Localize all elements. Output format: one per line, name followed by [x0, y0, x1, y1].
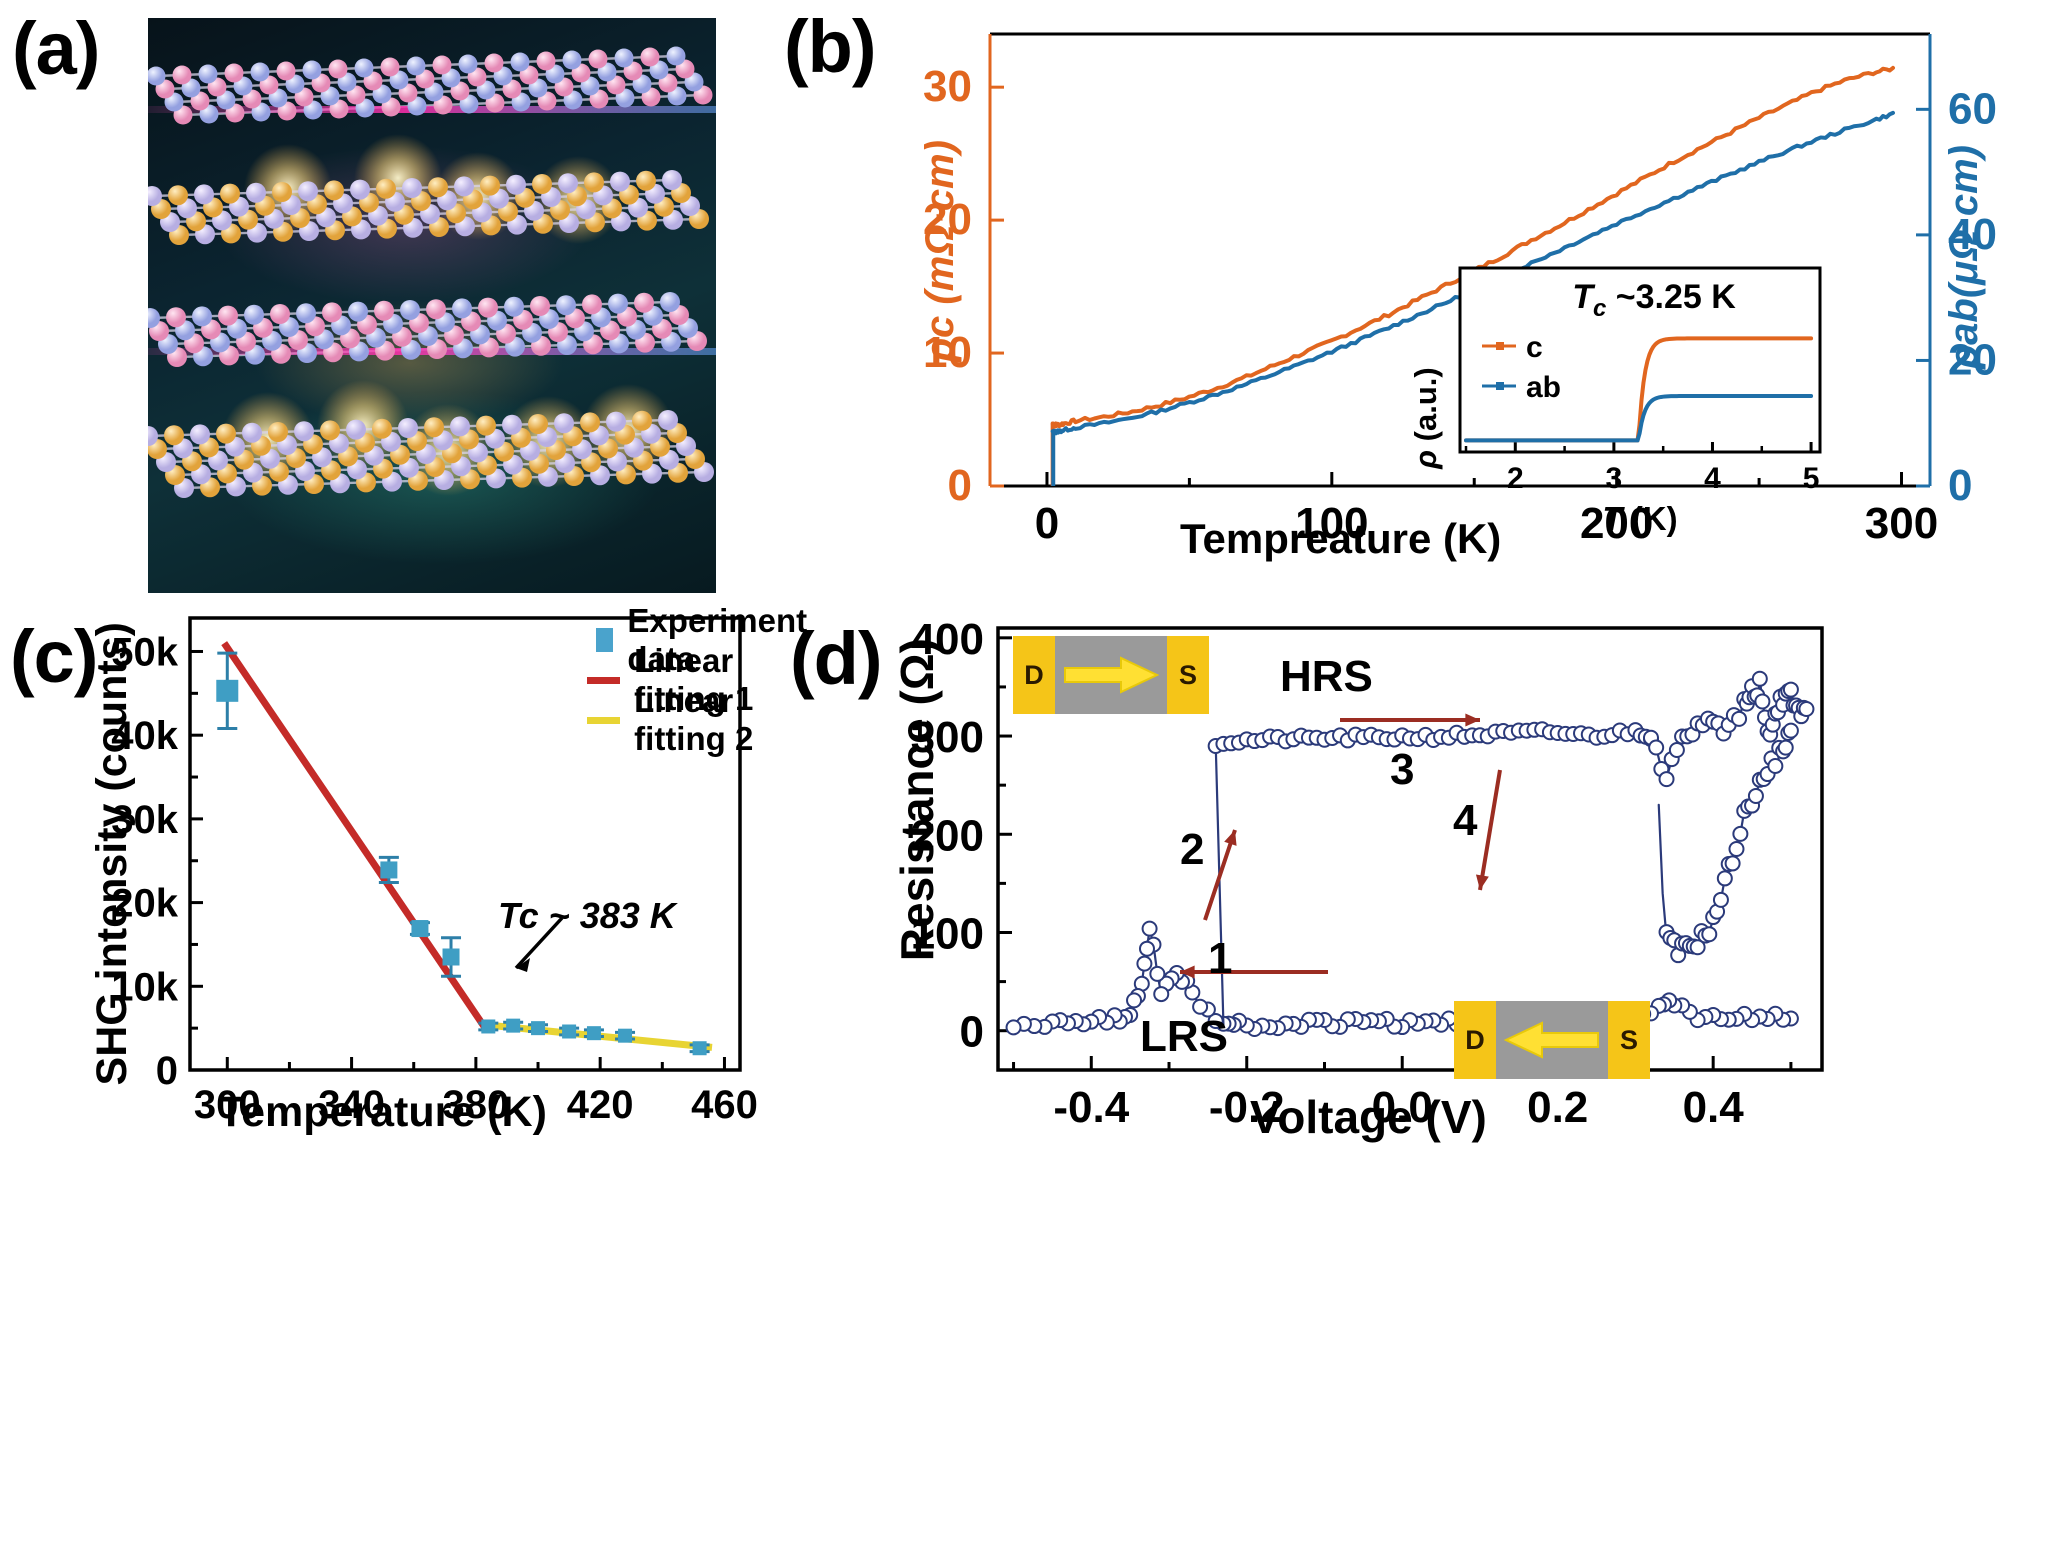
lattice-svg: [148, 46, 716, 498]
hrs-label: HRS: [1280, 652, 1373, 701]
svg-text:380: 380: [443, 1083, 510, 1127]
device-top-drain-label: D: [1024, 659, 1044, 690]
svg-text:0.4: 0.4: [1683, 1083, 1745, 1132]
panel-b-ylabel-right: ρab(μΩ·cm): [1942, 145, 1986, 370]
svg-text:c: c: [1526, 331, 1543, 364]
legend-item-fit1: Linear fitting 1: [587, 642, 814, 717]
svg-text:0: 0: [1035, 499, 1059, 548]
crystal-lattice-illustration: [148, 18, 716, 593]
svg-text:400: 400: [911, 615, 984, 664]
panel-c-xlabel: Temperature (K): [218, 1088, 547, 1136]
current-arrow-right-icon: [1064, 656, 1160, 694]
svg-text:30k: 30k: [111, 798, 178, 842]
svg-text:-0.4: -0.4: [1053, 1083, 1129, 1132]
svg-text:300: 300: [1865, 499, 1938, 548]
device-bottom-source-pad: S: [1608, 1001, 1650, 1079]
panel-d-plot: 0 100 200 300 400 -0.4 -0.2 0.0 0.2 0.4: [911, 615, 1824, 1132]
svg-text:0: 0: [948, 461, 972, 510]
panel-a-label: (a): [12, 7, 100, 90]
svg-text:300: 300: [911, 713, 984, 762]
svg-text:40k: 40k: [111, 714, 178, 758]
device-schematic-bottom: D S: [1454, 1001, 1650, 1079]
svg-text:100: 100: [911, 909, 984, 958]
svg-text:4: 4: [1704, 462, 1721, 495]
panel-c: (c) SHG intensity (counts) Temperature (…: [0, 600, 807, 1552]
lrs-label: LRS: [1140, 1012, 1228, 1061]
step-4-label: 4: [1453, 796, 1478, 845]
panel-c-legend: Experiment data Linear fitting 1 Linear …: [587, 602, 814, 757]
svg-text:3: 3: [1606, 462, 1623, 495]
svg-text:300: 300: [194, 1083, 261, 1127]
panel-b-xlabel: Tempreature (K): [1180, 515, 1502, 562]
svg-text:460: 460: [691, 1083, 758, 1127]
legend-label-fit1: Linear fitting 1: [634, 642, 754, 717]
svg-text:-0.2: -0.2: [1209, 1083, 1285, 1132]
current-arrow-left-icon: [1503, 1021, 1599, 1059]
svg-text:ρ (a.u.): ρ (a.u.): [1408, 367, 1443, 469]
svg-text:0.2: 0.2: [1527, 1083, 1588, 1132]
svg-text:0: 0: [960, 1008, 984, 1057]
device-bottom-source-label: S: [1619, 1024, 1638, 1055]
legend-item-fit2: Linear fitting 2: [587, 682, 814, 757]
svg-text:200: 200: [911, 811, 984, 860]
panel-c-label: (c): [10, 615, 98, 698]
svg-text:200: 200: [1580, 499, 1653, 548]
panel-b: (b) ρc (mΩ·cm) ρab(μΩ·cm) Tempreature (K…: [760, 0, 2048, 600]
svg-text:Tc ~3.25 K: Tc ~3.25 K: [1572, 278, 1736, 322]
svg-text:2: 2: [1507, 462, 1524, 495]
svg-text:0: 0: [156, 1049, 178, 1093]
legend-item-experiment: Experiment data: [596, 602, 814, 677]
svg-text:20: 20: [923, 195, 972, 244]
svg-text:10: 10: [923, 328, 972, 377]
panel-d-xlabel: Voltage (V): [1250, 1091, 1487, 1143]
device-bottom-drain-label: D: [1465, 1024, 1485, 1055]
panel-d-label: (d): [790, 617, 882, 700]
panel-c-tc-annotation: Tc ~ 383 K: [498, 895, 676, 936]
panel-b-ylabel-left: ρc (mΩ·cm): [918, 140, 962, 363]
device-top-drain-pad: D: [1013, 636, 1055, 714]
step-3-label: 3: [1390, 745, 1415, 794]
panel-d-ylabel: Resistance (Ω): [891, 638, 943, 962]
svg-text:60: 60: [1948, 84, 1997, 133]
panel-c-plot: 0 10k 20k 30k 40k 50k 300 340 380 420 460: [111, 616, 758, 1127]
legend-swatch-line-yellow: [587, 716, 621, 724]
svg-text:40: 40: [1948, 210, 1997, 259]
legend-swatch-line-red: [587, 676, 621, 684]
device-top-source-label: S: [1178, 659, 1197, 690]
svg-text:20: 20: [1948, 335, 1997, 384]
svg-text:340: 340: [318, 1083, 385, 1127]
svg-text:420: 420: [567, 1083, 634, 1127]
svg-text:10k: 10k: [111, 965, 178, 1009]
step-1-label: 1: [1208, 934, 1233, 983]
svg-text:T (K): T (K): [1602, 500, 1677, 537]
panel-a: (a): [0, 0, 760, 600]
svg-text:0: 0: [1948, 461, 1972, 510]
panel-c-ylabel: SHG intensity (counts): [88, 622, 136, 1086]
device-top-source-pad: S: [1167, 636, 1209, 714]
device-bottom-drain-pad: D: [1454, 1001, 1496, 1079]
svg-text:5: 5: [1803, 462, 1820, 495]
svg-text:50k: 50k: [111, 630, 178, 674]
svg-text:20k: 20k: [111, 882, 178, 926]
panel-d: (d) Resistance (Ω) Voltage (V) 0 100 200 30…: [780, 600, 2048, 1552]
legend-label-experiment: Experiment data: [627, 602, 808, 677]
svg-text:30: 30: [923, 62, 972, 111]
legend-label-fit2: Linear fitting 2: [634, 682, 754, 757]
step-2-label: 2: [1180, 825, 1205, 874]
svg-text:ab: ab: [1526, 371, 1561, 404]
svg-text:100: 100: [1295, 499, 1368, 548]
legend-swatch-square: [596, 628, 614, 652]
device-schematic-top: D S: [1013, 636, 1209, 714]
svg-text:0.0: 0.0: [1372, 1083, 1433, 1132]
panel-b-label: (b): [784, 5, 876, 88]
